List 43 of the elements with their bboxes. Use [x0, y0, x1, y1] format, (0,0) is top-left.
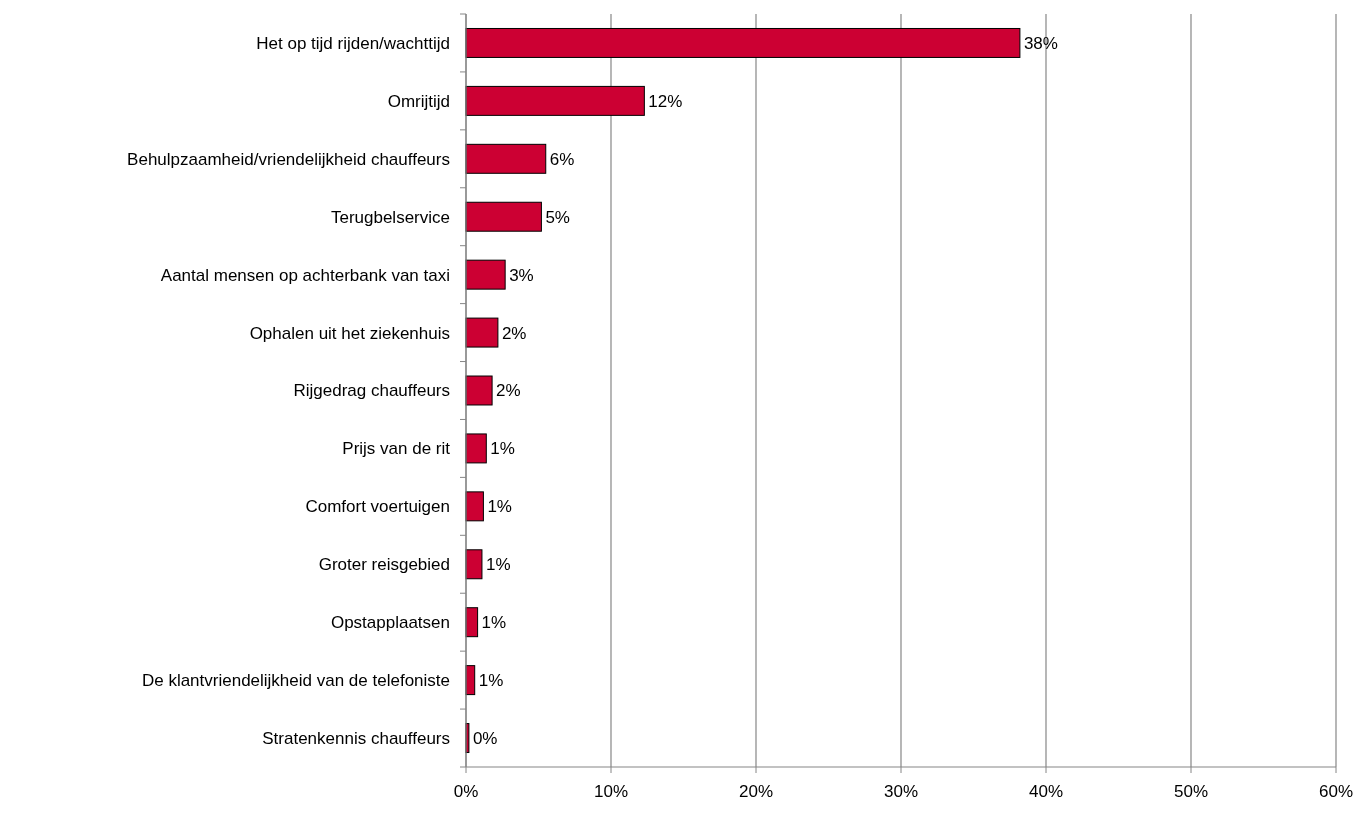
y-tick-label: Stratenkennis chauffeurs: [262, 728, 450, 748]
x-tick-label: 20%: [738, 782, 774, 801]
data-label: 12%: [648, 91, 683, 111]
x-tick-label: 30%: [883, 782, 919, 801]
data-label: 3%: [509, 265, 534, 285]
data-label: 38%: [1023, 33, 1058, 53]
bar: [465, 85, 645, 116]
bar: [465, 491, 484, 522]
bar: [465, 317, 499, 348]
x-tick-label: 50%: [1173, 782, 1209, 801]
bar: [465, 433, 487, 464]
y-tick-label: Prijs van de rit: [342, 439, 451, 459]
bar: [465, 549, 483, 580]
bar: [465, 375, 493, 406]
y-tick-label: Aantal mensen op achterbank van taxi: [160, 265, 450, 285]
x-tick-label: 40%: [1028, 782, 1064, 801]
y-tick-label: Groter reisgebied: [318, 555, 450, 575]
data-label: 1%: [487, 497, 512, 517]
y-tick-label: Opstapplaatsen: [330, 613, 450, 633]
y-tick-label: Ophalen uit het ziekenhuis: [249, 323, 450, 343]
y-tick-label: Omrijtijd: [387, 91, 450, 111]
data-label: 1%: [478, 671, 504, 691]
y-tick-label: Comfort voertuigen: [305, 497, 450, 517]
y-tick-label: Terugbelservice: [330, 207, 450, 227]
data-label: 1%: [490, 439, 515, 459]
bar: [465, 201, 542, 232]
y-tick-label: Behulpzaamheid/vriendelijkheid chauffeurs: [127, 149, 450, 169]
data-label: 6%: [549, 149, 575, 169]
data-label: 2%: [501, 323, 527, 343]
data-label: 5%: [545, 207, 570, 227]
x-tick-label: 10%: [593, 782, 629, 801]
bar: [465, 259, 506, 290]
x-tick-label: 60%: [1318, 782, 1354, 801]
data-label: 2%: [496, 381, 521, 401]
bar: [465, 143, 547, 174]
data-label: 1%: [485, 555, 511, 575]
bar: [465, 27, 1021, 58]
data-label: 0%: [472, 728, 498, 748]
x-tick-label: 0%: [453, 782, 479, 801]
data-label: 1%: [481, 613, 507, 633]
y-tick-label: Rijgedrag chauffeurs: [293, 381, 450, 401]
y-tick-label: Het op tijd rijden/wachttijd: [256, 33, 450, 53]
y-tick-label: De klantvriendelijkheid van de telefoniste: [141, 671, 450, 691]
